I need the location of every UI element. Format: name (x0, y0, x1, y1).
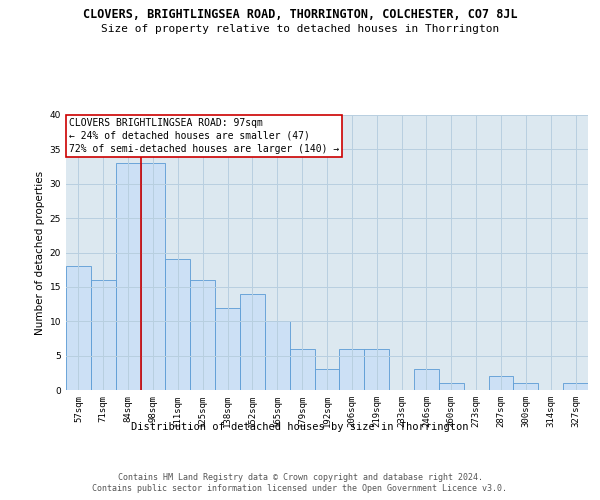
Bar (340, 349, 364, 390)
Bar (240, 294, 265, 390)
Bar (215, 308, 240, 390)
Bar (66, 266, 91, 390)
Bar (364, 349, 389, 390)
Bar (140, 163, 166, 390)
Bar (514, 383, 538, 390)
Text: Size of property relative to detached houses in Thorrington: Size of property relative to detached ho… (101, 24, 499, 34)
Bar (314, 370, 340, 390)
Bar (563, 383, 588, 390)
Bar (488, 376, 514, 390)
Bar (439, 383, 464, 390)
Text: Distribution of detached houses by size in Thorrington: Distribution of detached houses by size … (131, 422, 469, 432)
Bar (190, 280, 215, 390)
Text: CLOVERS BRIGHTLINGSEA ROAD: 97sqm
← 24% of detached houses are smaller (47)
72% : CLOVERS BRIGHTLINGSEA ROAD: 97sqm ← 24% … (68, 118, 339, 154)
Y-axis label: Number of detached properties: Number of detached properties (35, 170, 46, 334)
Text: Contains HM Land Registry data © Crown copyright and database right 2024.
Contai: Contains HM Land Registry data © Crown c… (92, 472, 508, 494)
Bar (414, 370, 439, 390)
Bar (166, 260, 190, 390)
Bar (91, 280, 116, 390)
Bar (290, 349, 314, 390)
Text: CLOVERS, BRIGHTLINGSEA ROAD, THORRINGTON, COLCHESTER, CO7 8JL: CLOVERS, BRIGHTLINGSEA ROAD, THORRINGTON… (83, 8, 517, 20)
Bar (116, 163, 140, 390)
Bar (265, 322, 290, 390)
